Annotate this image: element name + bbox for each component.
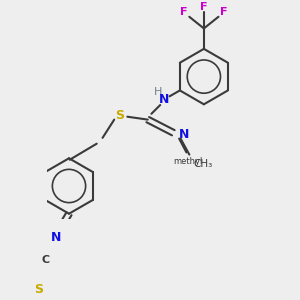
Text: S: S <box>116 110 124 122</box>
Text: F: F <box>180 8 188 17</box>
Text: S: S <box>34 283 43 296</box>
Text: F: F <box>220 8 227 17</box>
Text: N: N <box>159 93 169 106</box>
Text: H: H <box>154 87 162 97</box>
Text: N: N <box>51 230 61 244</box>
Text: CH₃: CH₃ <box>193 159 212 169</box>
Text: F: F <box>200 2 208 12</box>
Text: methyl: methyl <box>173 158 203 166</box>
Text: C: C <box>42 255 50 266</box>
Text: N: N <box>179 128 190 141</box>
